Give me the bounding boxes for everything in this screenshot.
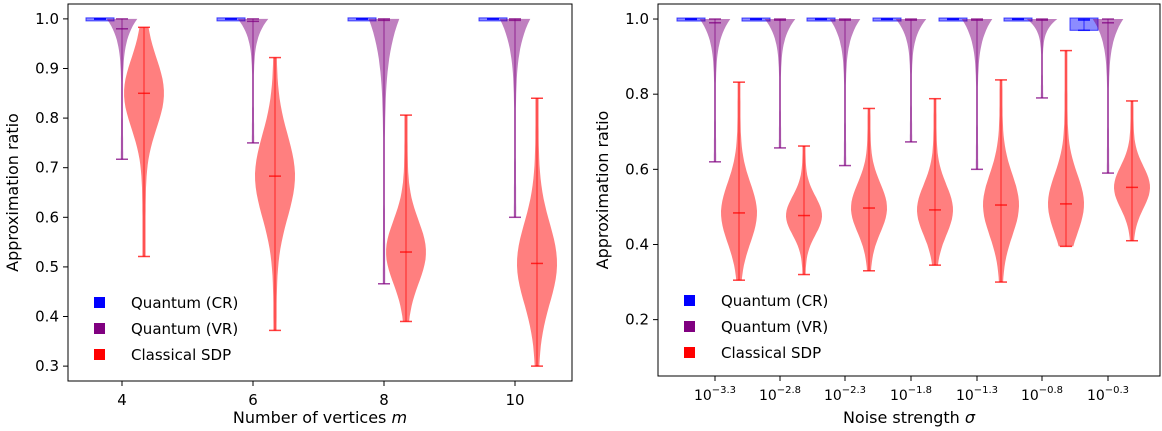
x-tick-label: 6 [248, 391, 258, 409]
chart-panel-2: 0.2 0.4 0.6 0.8 1.0 10−3.3 10−2.8 10−2.3 10−1.8 1… [593, 3, 1161, 427]
y-tick-label: 0.3 [35, 357, 59, 375]
plot-area-frame [657, 3, 1161, 377]
legend-swatch [684, 321, 695, 332]
y-axis-label: Approximation ratio [593, 111, 612, 270]
x-axis-label: Noise strength σ [843, 408, 976, 427]
x-tick-label: 8 [379, 391, 389, 409]
y-tick-label: 0.2 [625, 311, 649, 329]
legend-label: Quantum (CR) [131, 294, 238, 312]
legend-swatch [94, 349, 105, 360]
legend-label: Classical SDP [131, 346, 231, 364]
legend-swatch [684, 347, 695, 358]
y-tick-label: 0.5 [35, 258, 59, 276]
x-tick-label: 10−0.3 [1087, 385, 1129, 404]
legend-label: Quantum (CR) [721, 292, 828, 310]
y-tick-label: 0.8 [625, 85, 649, 103]
x-tick-label: 10−2.3 [824, 385, 866, 404]
y-tick-label: 0.6 [35, 208, 59, 226]
legend-label: Quantum (VR) [131, 320, 238, 338]
legend-label: Quantum (VR) [721, 318, 828, 336]
x-tick-label: 10−2.8 [759, 385, 801, 404]
legend-label: Classical SDP [721, 344, 821, 362]
y-tick-label: 0.8 [35, 109, 59, 127]
x-tick-label: 10−3.3 [694, 385, 736, 404]
plot-area-frame [67, 3, 573, 382]
y-axis-label: Approximation ratio [3, 113, 22, 272]
x-tick-label: 10−1.3 [956, 385, 998, 404]
y-tick-label: 0.7 [35, 159, 59, 177]
y-tick-label: 1.0 [625, 10, 649, 28]
chart-panel-1: 0.3 0.4 0.5 0.6 0.7 0.8 0.9 1.0 4 6 8 10 Number of v… [3, 3, 573, 427]
y-tick-label: 0.4 [625, 235, 649, 253]
x-tick-label: 10 [505, 391, 524, 409]
legend-swatch [94, 297, 105, 308]
y-tick-label: 0.4 [35, 308, 59, 326]
legend-swatch [94, 323, 105, 334]
x-tick-label: 4 [117, 391, 127, 409]
y-tick-label: 0.9 [35, 59, 59, 77]
legend-swatch [684, 295, 695, 306]
y-tick-label: 1.0 [35, 10, 59, 28]
x-tick-label: 10−1.8 [890, 385, 932, 404]
x-tick-label: 10−0.8 [1021, 385, 1063, 404]
x-axis-label: Number of vertices m [233, 408, 407, 427]
y-tick-label: 0.6 [625, 160, 649, 178]
